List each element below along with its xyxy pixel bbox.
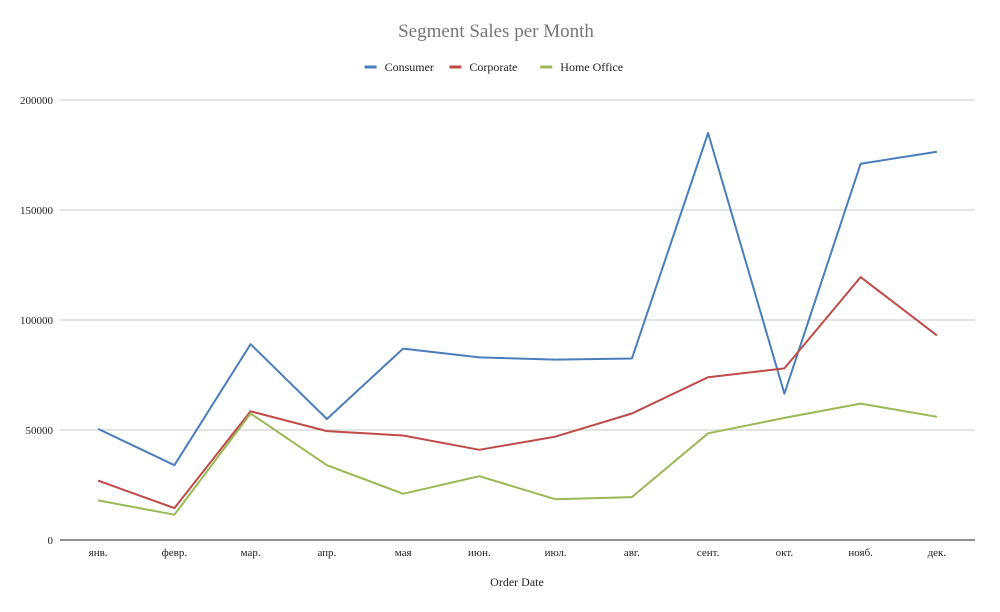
x-tick-label: дек. [928,547,947,559]
y-tick-label: 200000 [20,95,54,107]
y-tick-label: 50000 [26,425,54,437]
legend-item-consumer: Consumer [364,60,434,74]
series-line-corporate [97,276,938,510]
x-tick-label: сент. [697,547,720,559]
chart-title: Segment Sales per Month [398,21,594,42]
legend: Consumer Corporate Home Office [364,60,623,74]
y-tick-label: 0 [48,535,54,547]
series-line-home-office [97,402,938,516]
legend-item-home-office: Home Office [540,60,623,74]
x-tick-label: мар. [241,547,261,559]
x-tick-label: июн. [468,547,491,559]
x-tick-label: нояб. [848,547,873,559]
x-tick-label: мая [395,547,412,559]
gridlines [60,99,975,431]
x-tick-label: апр. [317,547,336,559]
x-tick-label: окт. [776,547,794,559]
series-line-consumer [97,132,938,467]
x-tick-label: авг. [624,547,640,559]
x-axis-title: Order Date [490,575,544,589]
legend-label: Consumer [385,60,434,74]
y-axis-ticks: 0 50000 100000 150000 200000 [20,95,54,547]
x-tick-label: янв. [89,547,108,559]
legend-label: Home Office [560,60,623,74]
x-tick-label: февр. [162,547,188,559]
series-lines [97,132,938,516]
y-tick-label: 100000 [20,315,54,327]
x-tick-label: июл. [545,547,567,559]
legend-item-corporate: Corporate [449,60,517,74]
x-axis-ticks: янв. февр. мар. апр. мая июн. июл. авг. сент. окт… [89,547,947,559]
y-tick-label: 150000 [20,205,54,217]
legend-label: Corporate [469,60,517,74]
